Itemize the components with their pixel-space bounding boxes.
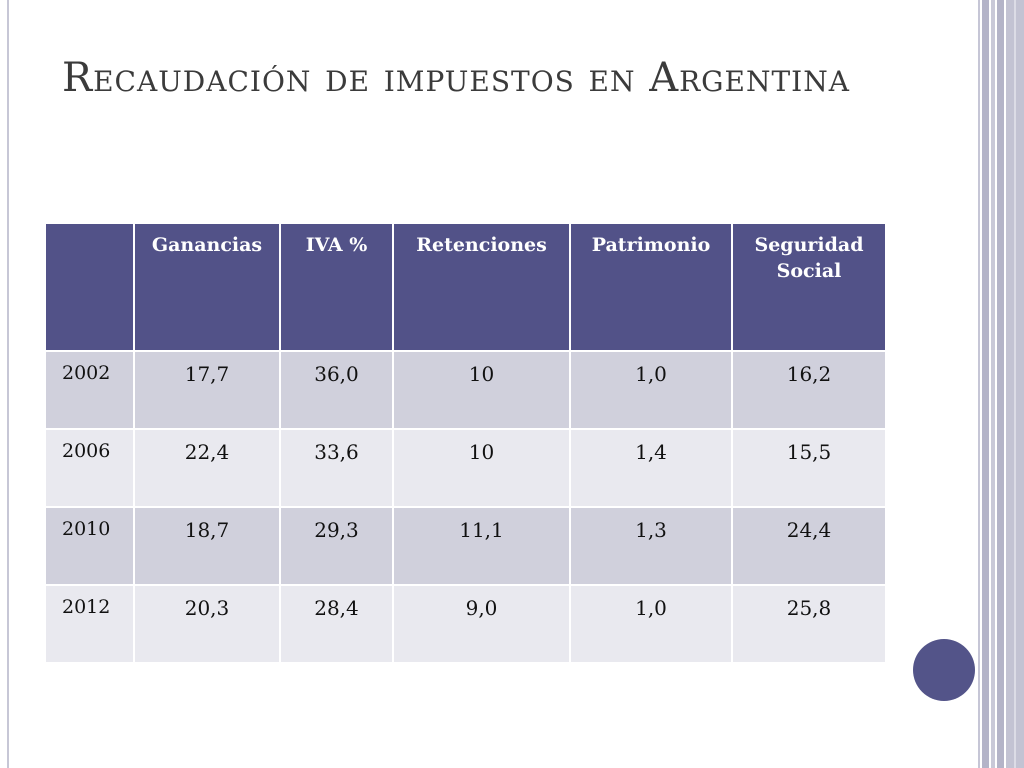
table-cell: 18,7 bbox=[133, 506, 281, 586]
table-cell: 1,0 bbox=[569, 584, 733, 664]
table-cell: 1,0 bbox=[569, 350, 733, 430]
slide-title: Recaudación de impuestos en Argentina bbox=[62, 55, 850, 101]
table-cell: 1,3 bbox=[569, 506, 733, 586]
year-cell: 2006 bbox=[44, 428, 135, 508]
header-cell-patrimonio: Patrimonio bbox=[569, 222, 733, 352]
table-cell: 29,3 bbox=[279, 506, 394, 586]
table-cell: 15,5 bbox=[731, 428, 887, 508]
table-cell: 28,4 bbox=[279, 584, 394, 664]
table-cell: 10 bbox=[392, 350, 571, 430]
decorative-circle bbox=[913, 639, 975, 701]
table-row: 2002 17,7 36,0 10 1,0 16,2 bbox=[44, 350, 887, 430]
right-stripe bbox=[997, 0, 1004, 768]
table-row: 2006 22,4 33,6 10 1,4 15,5 bbox=[44, 428, 887, 508]
table-cell: 16,2 bbox=[731, 350, 887, 430]
table-cell: 10 bbox=[392, 428, 571, 508]
table-header-row: Ganancias IVA % Retenciones Patrimonio S… bbox=[44, 222, 887, 352]
right-stripe bbox=[991, 0, 995, 768]
table-cell: 17,7 bbox=[133, 350, 281, 430]
table-row: 2010 18,7 29,3 11,1 1,3 24,4 bbox=[44, 506, 887, 586]
header-cell-ganancias: Ganancias bbox=[133, 222, 281, 352]
header-cell-empty bbox=[44, 222, 135, 352]
right-stripe bbox=[982, 0, 989, 768]
table-cell: 1,4 bbox=[569, 428, 733, 508]
right-stripe bbox=[1014, 0, 1016, 768]
table-cell: 20,3 bbox=[133, 584, 281, 664]
right-stripe bbox=[978, 0, 980, 768]
left-border-line bbox=[7, 0, 9, 768]
table-cell: 25,8 bbox=[731, 584, 887, 664]
header-cell-seguridad-social: Seguridad Social bbox=[731, 222, 887, 352]
year-cell: 2012 bbox=[44, 584, 135, 664]
year-cell: 2002 bbox=[44, 350, 135, 430]
table-cell: 36,0 bbox=[279, 350, 394, 430]
table-cell: 22,4 bbox=[133, 428, 281, 508]
header-cell-iva: IVA % bbox=[279, 222, 394, 352]
table-cell: 24,4 bbox=[731, 506, 887, 586]
table-cell: 33,6 bbox=[279, 428, 394, 508]
table-row: 2012 20,3 28,4 9,0 1,0 25,8 bbox=[44, 584, 887, 664]
tax-table: Ganancias IVA % Retenciones Patrimonio S… bbox=[44, 222, 887, 664]
table-cell: 9,0 bbox=[392, 584, 571, 664]
table-cell: 11,1 bbox=[392, 506, 571, 586]
year-cell: 2010 bbox=[44, 506, 135, 586]
header-cell-retenciones: Retenciones bbox=[392, 222, 571, 352]
